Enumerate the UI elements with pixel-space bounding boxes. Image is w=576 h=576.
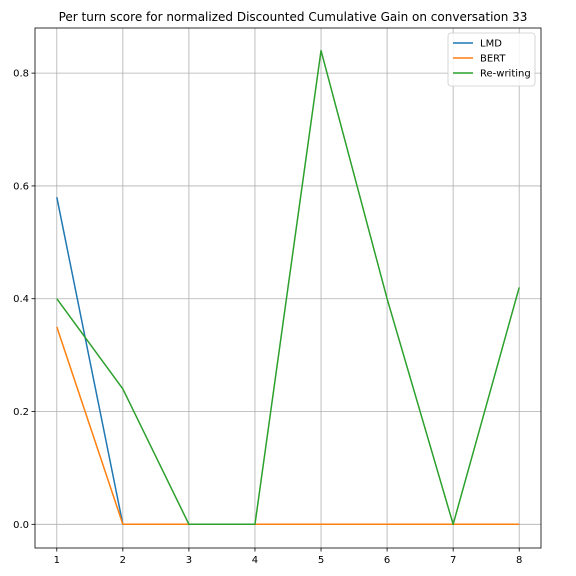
x-tick-label: 7 — [450, 555, 456, 566]
x-tick-label: 8 — [516, 555, 522, 566]
x-tick-label: 4 — [252, 555, 258, 566]
legend-label: LMD — [480, 39, 502, 50]
y-tick-label: 0.2 — [13, 407, 29, 418]
plot-frame — [34, 27, 542, 549]
legend: LMD BERT Re-writing — [447, 32, 536, 87]
x-tick-label: 1 — [54, 555, 60, 566]
x-tick-label: 3 — [186, 555, 192, 566]
y-tick-label: 0.4 — [13, 294, 29, 305]
series-line-lmd — [56, 197, 520, 526]
series-lines — [56, 49, 520, 526]
series-line-bert — [56, 326, 520, 526]
x-tick-label: 5 — [318, 555, 324, 566]
y-axis-ticks: 0.0 0.2 0.4 0.6 0.8 — [13, 69, 35, 531]
x-tick-label: 6 — [384, 555, 390, 566]
y-tick-label: 0.6 — [13, 181, 29, 192]
series-line-re-writing — [56, 49, 520, 526]
x-axis-ticks: 1 2 3 4 5 6 7 8 — [54, 548, 522, 566]
legend-label: Re-writing — [480, 69, 531, 80]
y-tick-label: 0.0 — [13, 520, 29, 531]
y-tick-label: 0.8 — [13, 69, 29, 80]
legend-label: BERT — [480, 54, 506, 65]
chart-title: Per turn score for normalized Discounted… — [59, 10, 528, 24]
x-tick-label: 2 — [120, 555, 126, 566]
